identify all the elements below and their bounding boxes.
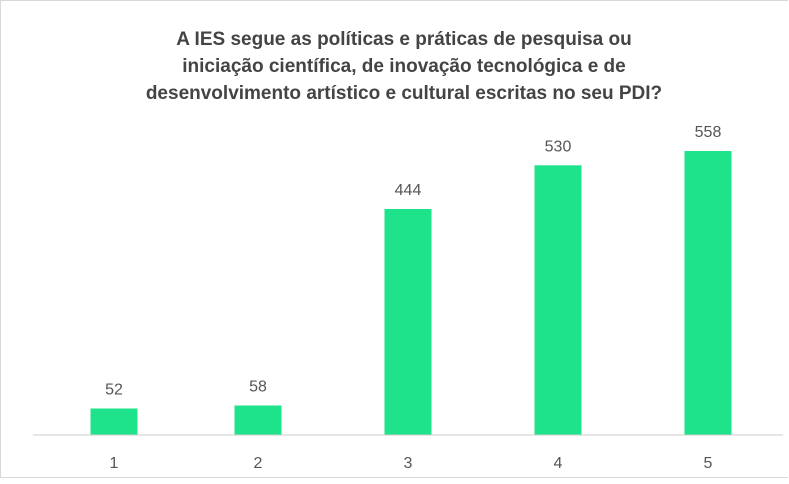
x-tick-label-1: 1 [110,455,119,472]
chart-title-line-1: A IES segue as políticas e práticas de p… [176,29,631,50]
bar-1 [90,408,138,435]
x-axis-tick-labels: 1 2 3 4 5 [110,455,713,472]
chart-title-line-2: iniciação científica, de inovação tecnol… [182,56,626,77]
x-tick-label-5: 5 [704,455,713,472]
data-label-2: 58 [249,379,267,396]
bar-4 [534,165,582,436]
bar-5 [684,151,732,435]
chart-title: A IES segue as políticas e práticas de p… [146,29,662,104]
data-labels: 52 58 444 530 558 [105,124,721,399]
chart-title-line-3: desenvolvimento artístico e cultural esc… [146,83,662,104]
x-tick-label-2: 2 [254,455,263,472]
x-tick-label-3: 3 [404,455,413,472]
bar-2 [234,405,282,435]
x-tick-label-4: 4 [554,455,563,472]
bars [90,151,732,436]
data-label-1: 52 [105,382,123,399]
bar-3 [384,209,432,435]
data-label-4: 530 [545,138,572,155]
data-label-5: 558 [695,124,722,141]
data-label-3: 444 [395,182,422,199]
